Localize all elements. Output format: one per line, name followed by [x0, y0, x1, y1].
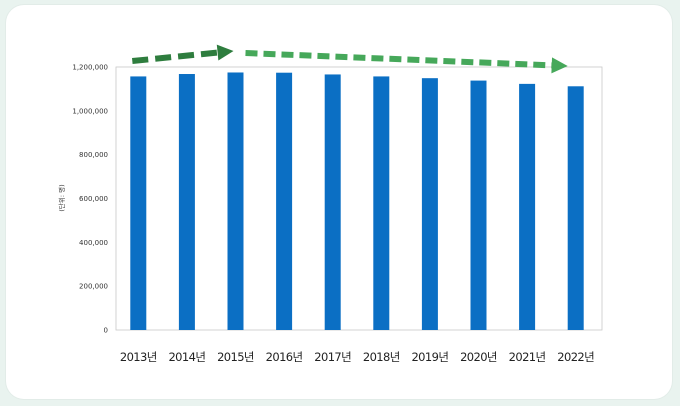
y-tick-label: 1,200,000 [72, 64, 108, 72]
bar-2021년 [519, 83, 536, 331]
trend-arrow-down-shaft [245, 50, 552, 69]
bar-2018년 [373, 76, 390, 330]
trend-arrows [132, 44, 568, 74]
x-tick-label: 2022년 [557, 350, 594, 364]
x-tick-label: 2019년 [411, 350, 448, 364]
bar-2013년 [130, 76, 147, 330]
y-tick-label: 800,000 [79, 151, 108, 159]
trend-arrow-down-head [551, 57, 568, 74]
x-tick-label: 2014년 [168, 350, 205, 364]
y-tick-label: 400,000 [79, 239, 108, 247]
x-tick-label: 2020년 [460, 350, 497, 364]
y-tick-label: 1,000,000 [72, 107, 108, 115]
x-axis-ticks: 2013년 2014년 2015년 2016년 2017년 2018년 2019년 2020년… [120, 350, 595, 364]
plot-frame [115, 66, 603, 331]
bar-2014년 [178, 74, 195, 330]
x-tick-label: 2015년 [217, 350, 254, 364]
bars [130, 72, 584, 331]
bar-2016년 [276, 72, 293, 330]
y-tick-label: 600,000 [79, 195, 108, 203]
bar-2017년 [324, 74, 341, 331]
y-tick-label: 200,000 [79, 283, 108, 291]
y-axis-label: (단위: 명) [57, 184, 66, 211]
x-tick-label: 2013년 [120, 350, 157, 364]
x-tick-label: 2017년 [314, 350, 351, 364]
trend-arrow-up-shaft [132, 49, 218, 64]
y-tick-label: 0 [104, 327, 108, 335]
x-tick-label: 2016년 [266, 350, 303, 364]
bar-2019년 [421, 78, 438, 331]
bar-2020년 [470, 80, 487, 330]
bar-2015년 [227, 72, 244, 331]
x-tick-label: 2021년 [509, 350, 546, 364]
x-tick-label: 2018년 [363, 350, 400, 364]
bar-2022년 [567, 86, 584, 330]
trend-arrow-up-head [216, 44, 234, 61]
y-axis-ticks: 0 200,000 400,000 600,000 800,000 1,000,000 1,… [72, 64, 108, 335]
